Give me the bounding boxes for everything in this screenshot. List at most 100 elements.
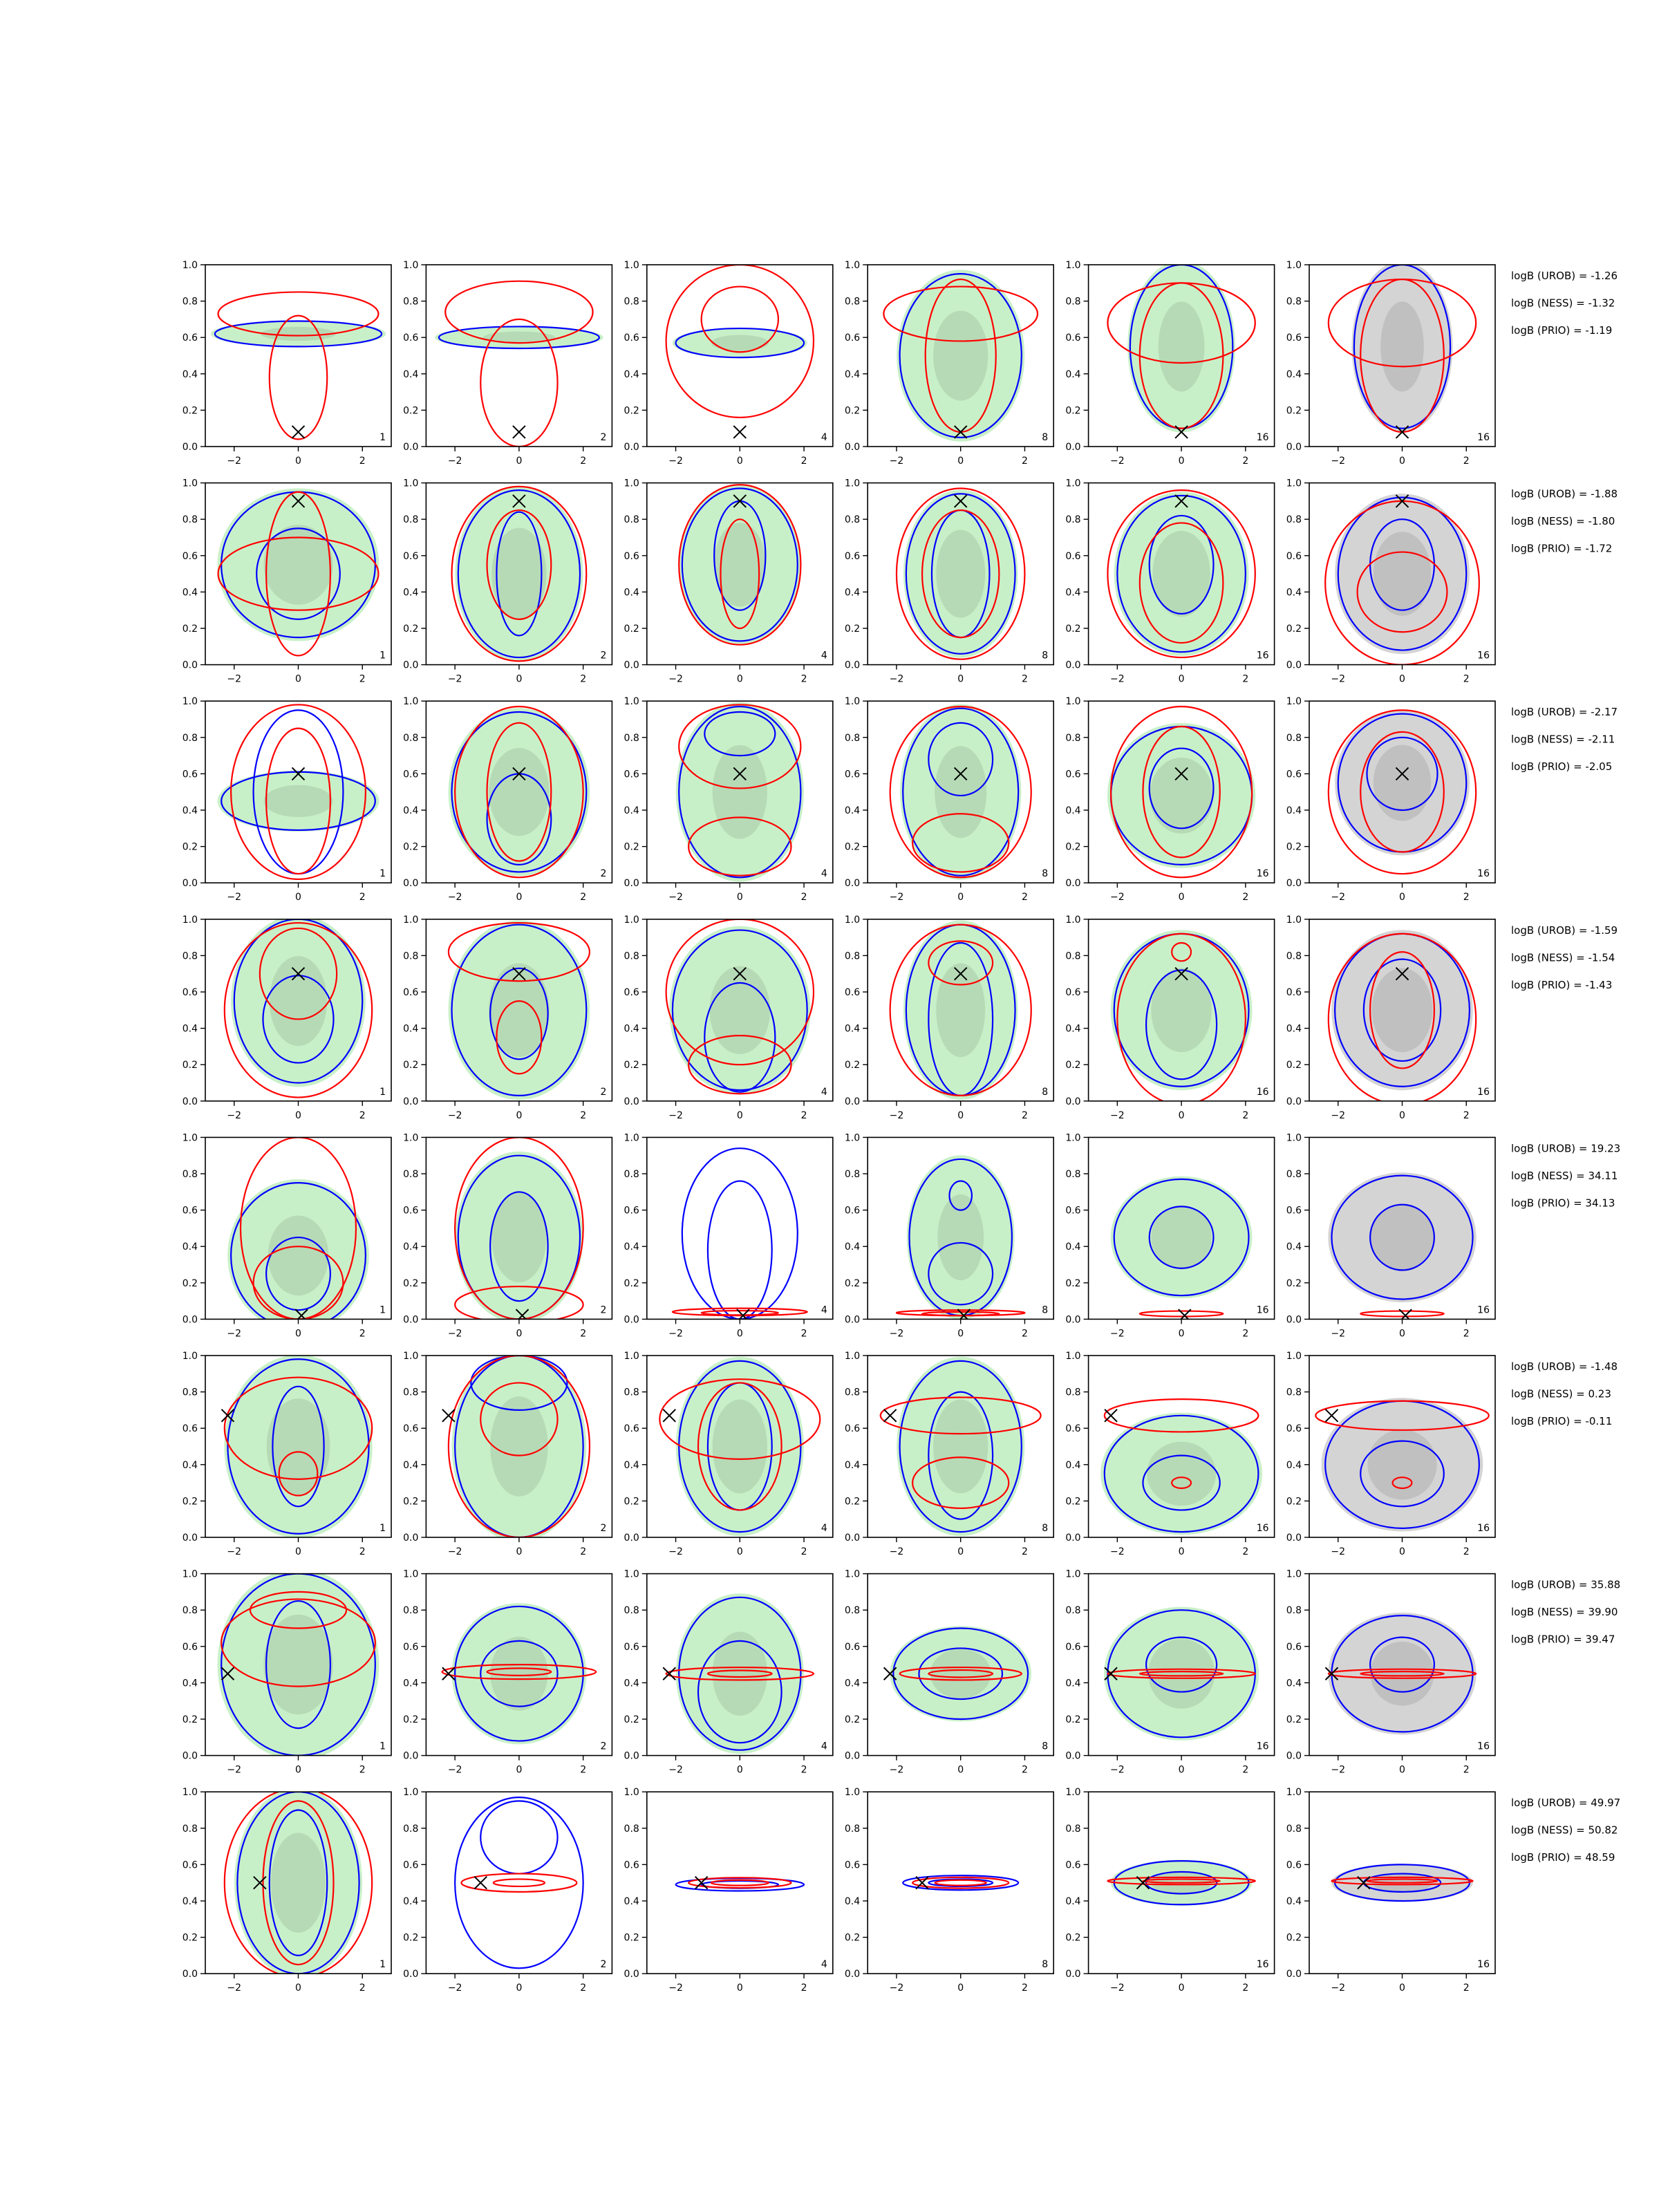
x-tick-label: −2 — [668, 674, 683, 685]
density-fill-inner — [1151, 1205, 1212, 1270]
x-tick-label: −2 — [448, 1546, 462, 1557]
x-tick-label: −2 — [1110, 456, 1125, 467]
density-fill-inner — [712, 1399, 767, 1494]
y-tick-label: 1.0 — [845, 1351, 860, 1362]
red-contour — [1331, 1876, 1474, 1886]
x-tick-label: 0 — [1179, 1328, 1185, 1339]
density-fill-outer — [1114, 491, 1249, 656]
x-tick-label: −2 — [668, 1110, 683, 1121]
y-tick-label: 1.0 — [1065, 1132, 1080, 1143]
subplot-content — [883, 270, 1039, 442]
y-tick-label: 0.8 — [1286, 950, 1302, 962]
blue-contour — [704, 711, 776, 757]
y-tick-label: 0.2 — [403, 1278, 418, 1289]
density-fill-inner — [1373, 532, 1432, 616]
y-tick-label: 1.0 — [845, 1787, 860, 1798]
x-tick-label: −2 — [1110, 1110, 1125, 1121]
x-tick-label: −2 — [448, 1983, 462, 1994]
y-tick-label: 0.4 — [182, 1460, 198, 1471]
red-contour — [460, 1873, 578, 1893]
y-tick-label: 0.0 — [403, 1533, 418, 1544]
panel-count-label: 16 — [1477, 1959, 1490, 1970]
blue-contour — [230, 1182, 366, 1320]
truth-marker — [221, 1667, 235, 1680]
blue-contour — [681, 487, 798, 642]
x-tick-label: 0 — [1399, 674, 1405, 685]
y-tick-label: 0.6 — [845, 551, 860, 562]
blue-contour — [1334, 1864, 1470, 1902]
y-tick-label: 1.0 — [403, 478, 418, 489]
y-tick-label: 1.0 — [845, 1569, 860, 1580]
blue-contour — [899, 273, 1022, 438]
truth-marker — [733, 966, 747, 981]
red-contour — [1116, 932, 1246, 1101]
blue-contour — [454, 1796, 584, 1969]
y-tick-label: 1.0 — [1286, 915, 1302, 926]
truth-marker — [953, 966, 968, 981]
y-tick-label: 0.8 — [1065, 733, 1080, 744]
density-fill-inner — [933, 310, 988, 401]
y-tick-label: 0.2 — [624, 842, 639, 853]
y-tick-label: 0.8 — [182, 1387, 198, 1398]
x-tick-label: 2 — [1022, 892, 1028, 903]
truth-marker — [1395, 425, 1409, 439]
subplot-r5-c6: 0.0 0.2 0.4 0.6 0.8 1.0 −2 0 2 16 — [1286, 1132, 1496, 1339]
y-tick-label: 0.0 — [845, 1969, 860, 1980]
density-fill-inner — [712, 744, 767, 839]
y-tick-label: 0.8 — [1065, 297, 1080, 308]
y-tick-label: 1.0 — [403, 1787, 418, 1798]
subplot-content — [1328, 1172, 1477, 1320]
y-tick-label: 1.0 — [403, 696, 418, 707]
panel-count-label: 2 — [600, 868, 606, 879]
x-tick-label: 2 — [580, 1983, 586, 1994]
y-tick-label: 0.4 — [1065, 1241, 1080, 1253]
blue-contour — [1116, 494, 1246, 653]
y-tick-label: 0.4 — [182, 587, 198, 598]
red-contour — [217, 291, 379, 337]
density-fill-inner — [491, 1192, 547, 1283]
x-tick-label: 0 — [516, 674, 522, 685]
subplot-frame — [867, 1791, 1054, 1974]
y-tick-label: 1.0 — [403, 915, 418, 926]
y-tick-label: 1.0 — [1065, 1351, 1080, 1362]
subplot-content — [665, 265, 815, 439]
truth-marker — [1104, 1667, 1118, 1680]
subplot-content — [1327, 930, 1477, 1101]
x-tick-label: 0 — [295, 1328, 301, 1339]
subplot-content — [895, 1155, 1026, 1320]
red-contour — [1327, 932, 1477, 1101]
y-tick-label: 0.8 — [403, 950, 418, 962]
x-tick-label: 2 — [801, 892, 807, 903]
subplot-r7-c1: 0.0 0.2 0.4 0.6 0.8 1.0 −2 0 2 1 — [182, 1569, 392, 1776]
density-fill-inner — [711, 335, 769, 351]
x-tick-label: 0 — [1399, 456, 1405, 467]
y-tick-label: 0.4 — [182, 369, 198, 380]
density-fill-inner — [933, 1399, 988, 1494]
y-tick-label: 0.6 — [1065, 1423, 1080, 1434]
red-contour — [1315, 1400, 1490, 1431]
x-tick-label: −2 — [448, 1328, 462, 1339]
blue-contour — [480, 1800, 559, 1875]
y-tick-label: 0.6 — [403, 1206, 418, 1217]
y-tick-label: 0.0 — [624, 660, 639, 671]
y-tick-label: 1.0 — [1286, 696, 1302, 707]
x-tick-label: 0 — [295, 1983, 301, 1994]
blue-contour — [451, 924, 588, 1097]
y-tick-label: 0.4 — [403, 1896, 418, 1907]
y-tick-label: 0.4 — [403, 369, 418, 380]
y-tick-label: 0.2 — [1065, 1933, 1080, 1944]
y-tick-label: 0.2 — [1065, 1496, 1080, 1507]
red-contour — [259, 927, 338, 1020]
red-contour — [486, 509, 552, 620]
y-tick-label: 0.2 — [182, 1933, 198, 1944]
y-tick-label: 0.0 — [624, 442, 639, 453]
density-fill-outer — [448, 920, 590, 1100]
y-tick-label: 0.2 — [845, 624, 860, 635]
truth-marker — [1357, 1875, 1371, 1890]
y-tick-label: 0.4 — [182, 805, 198, 816]
y-tick-label: 0.0 — [182, 660, 198, 671]
y-tick-label: 0.0 — [845, 1096, 860, 1107]
y-tick-label: 0.8 — [624, 1824, 639, 1835]
y-tick-label: 0.2 — [1286, 1714, 1302, 1725]
